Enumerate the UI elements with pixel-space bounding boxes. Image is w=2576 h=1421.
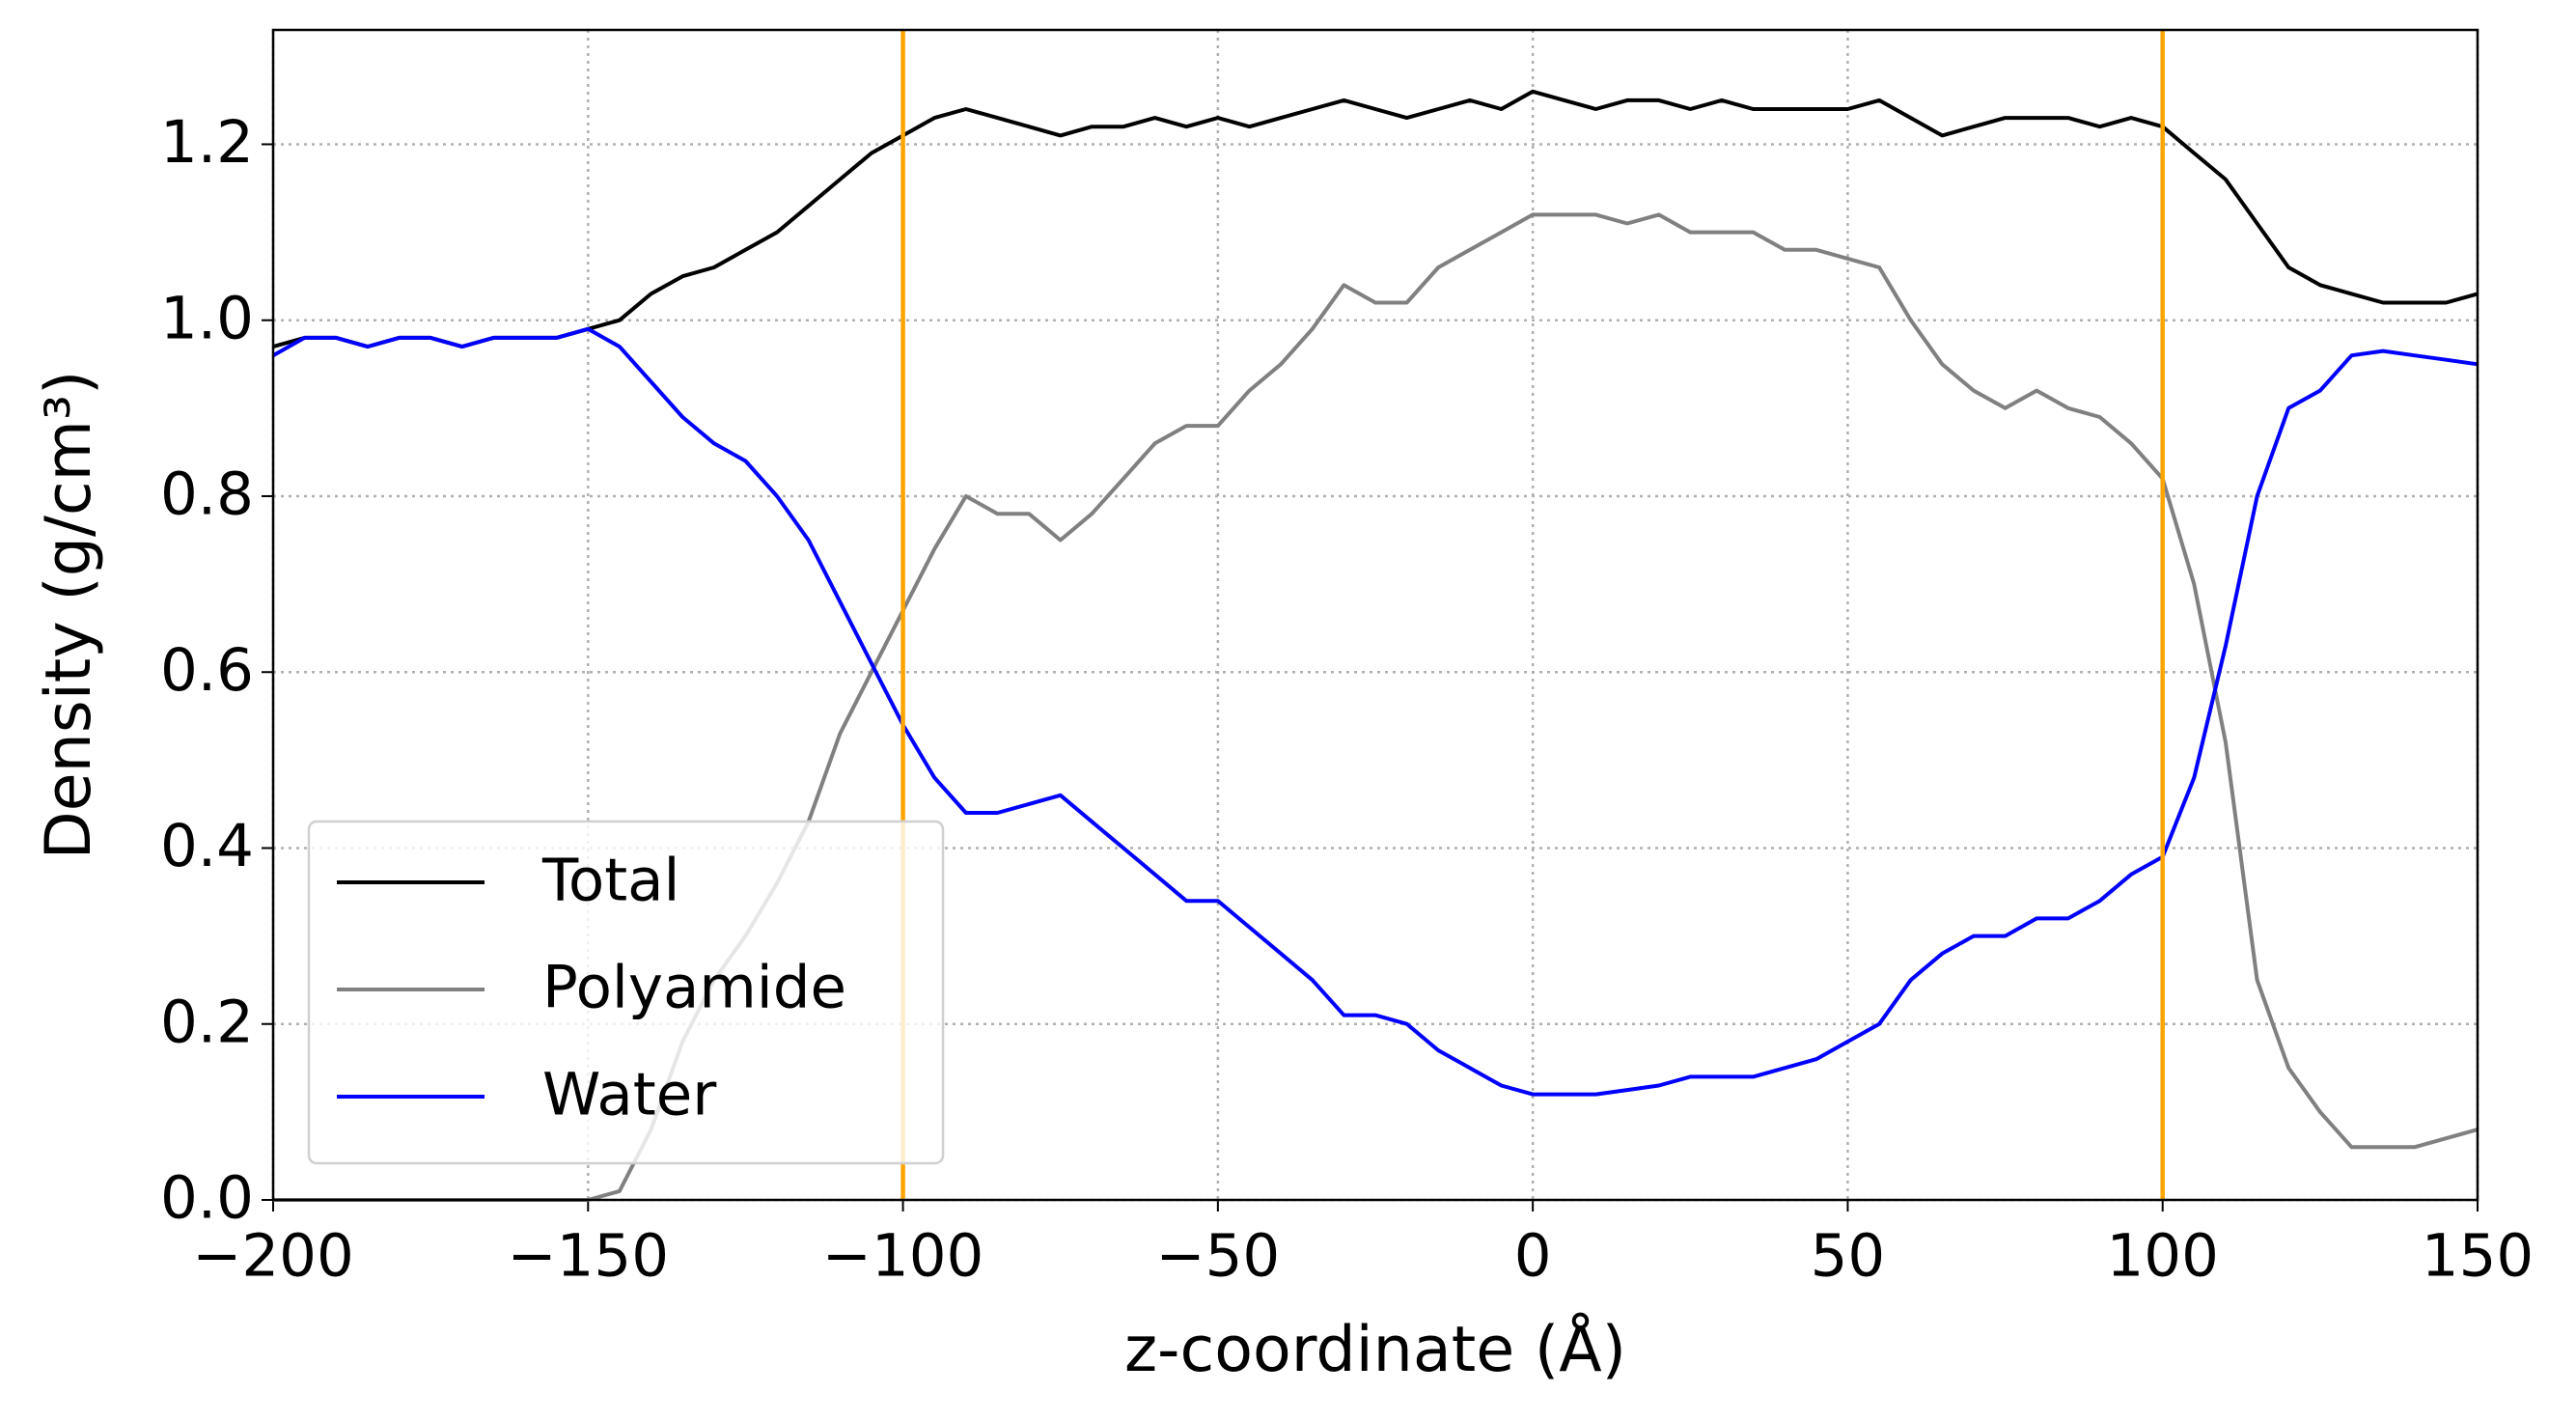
y-tick-label: 0.8 [160,460,254,529]
x-tick-label: 150 [2422,1222,2534,1291]
series-line [272,326,2479,1097]
x-tick-label: −200 [192,1222,354,1291]
series-line [272,89,2479,349]
legend-label: Polyamide [542,954,846,1022]
y-tick-label: 0.0 [160,1164,254,1233]
plot-frame [271,28,2479,1202]
x-tick-label: 100 [2106,1222,2218,1291]
legend-label: Total [541,847,679,915]
x-tick-label: −50 [1155,1222,1280,1291]
y-tick-label: 1.2 [160,108,254,177]
x-tick-label: −100 [822,1222,984,1291]
legend-label: Water [542,1061,717,1129]
x-tick-label: −150 [508,1222,670,1291]
y-axis-label: Density (g/cm³) [33,371,105,860]
y-tick-label: 0.4 [160,812,254,880]
y-tick-label: 1.0 [160,284,254,352]
x-axis-label: z-coordinate (Å) [1124,1312,1626,1386]
y-tick-label: 0.2 [160,988,254,1056]
x-tick-label: 50 [1811,1222,1886,1291]
legend-box [307,820,945,1165]
x-tick-label: 0 [1514,1222,1552,1291]
y-tick-label: 0.6 [160,636,254,705]
